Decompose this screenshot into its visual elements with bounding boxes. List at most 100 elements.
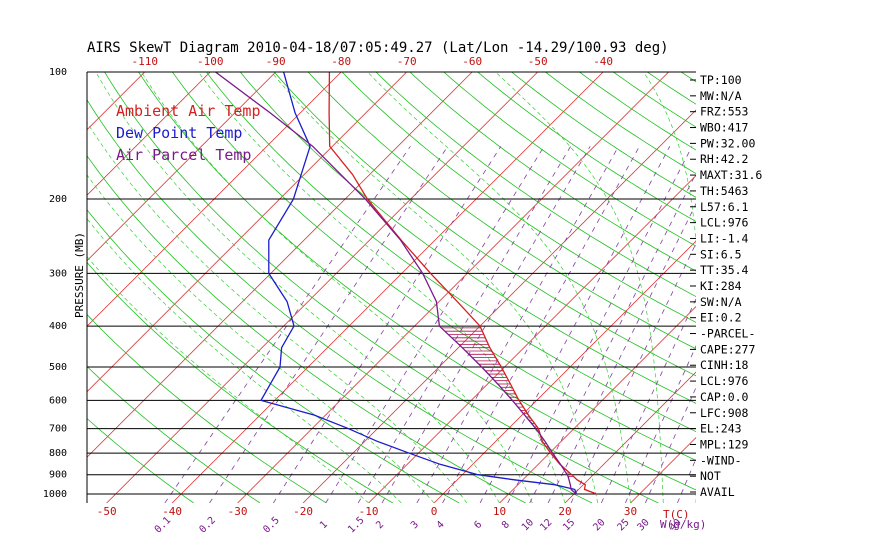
isotherm-line bbox=[87, 72, 342, 327]
moist-adiabat-line bbox=[95, 72, 500, 503]
legend-entry: Dew Point Temp bbox=[116, 124, 242, 142]
dry-adiabat-line bbox=[409, 72, 696, 272]
dry-adiabat-line bbox=[647, 72, 696, 105]
dry-adiabat-line bbox=[307, 72, 696, 350]
isotherm-line bbox=[106, 72, 538, 503]
mixing-ratio-line bbox=[381, 146, 591, 503]
moist-adiabat-line bbox=[87, 218, 402, 503]
legend-entry: Ambient Air Temp bbox=[116, 102, 261, 120]
top-temp-tick-label: -90 bbox=[266, 55, 286, 68]
mixing-ratio-line bbox=[442, 146, 640, 503]
sounding-index-label: FRZ:553 bbox=[700, 105, 749, 119]
isotherm-line bbox=[237, 72, 669, 503]
top-temp-tick-label: -80 bbox=[331, 55, 351, 68]
mixing-ratio-line bbox=[273, 146, 502, 503]
moist-adiabat-line bbox=[198, 72, 566, 503]
mixing-ratio-label: 1.5 bbox=[346, 515, 367, 536]
mixing-ratio-label: 0.5 bbox=[261, 515, 282, 536]
mixing-ratio-label: 0.1 bbox=[153, 515, 174, 536]
moist-adiabat-line bbox=[271, 72, 599, 503]
isotherm-line bbox=[0, 72, 14, 503]
sounding-index-label: LFC:908 bbox=[700, 406, 749, 420]
moist-adiabat-line bbox=[367, 72, 631, 503]
mixing-ratio-label: 1 bbox=[318, 519, 330, 531]
dry-adiabat-line bbox=[273, 72, 696, 377]
sounding-index-label: SI:6.5 bbox=[700, 247, 742, 261]
isotherm-line bbox=[761, 72, 870, 503]
mixing-ratio-label: 20 bbox=[591, 517, 607, 533]
dry-adiabat-line bbox=[341, 72, 696, 323]
mixing-ratio-line bbox=[547, 202, 696, 503]
moist-adiabat-line bbox=[87, 174, 435, 503]
mixing-ratio-line bbox=[325, 146, 545, 503]
isotherm-line bbox=[0, 72, 79, 503]
top-temp-tick-label: -50 bbox=[528, 55, 548, 68]
mixing-ratio-line bbox=[529, 172, 696, 503]
profile-line bbox=[260, 72, 578, 495]
sounding-index-label: SW:N/A bbox=[700, 295, 742, 309]
top-temp-tick-label: -100 bbox=[197, 55, 224, 68]
mixing-ratio-label: 12 bbox=[538, 517, 554, 533]
mixing-ratio-label: 0.2 bbox=[197, 515, 218, 536]
sounding-index-label: NOT bbox=[700, 469, 721, 483]
y-axis-label: PRESSURE (MB) bbox=[73, 232, 86, 318]
sounding-index-label: TH:5463 bbox=[700, 184, 749, 198]
bottom-temp-tick-label: -20 bbox=[293, 505, 313, 518]
bottom-temp-tick-label: 0 bbox=[431, 505, 438, 518]
sounding-index-label: RH:42.2 bbox=[700, 152, 748, 166]
dry-adiabat-line bbox=[545, 72, 696, 175]
sounding-index-label: EL:243 bbox=[700, 422, 742, 436]
legend-entry: Air Parcel Temp bbox=[116, 146, 251, 164]
sounding-index-label: PW:32.00 bbox=[700, 136, 755, 150]
mixing-ratio-label: 2 bbox=[374, 519, 386, 531]
bottom-temp-tick-label: -50 bbox=[97, 505, 117, 518]
sounding-index-label: KI:284 bbox=[700, 279, 742, 293]
pressure-tick-label: 600 bbox=[49, 395, 67, 406]
pressure-tick-label: 900 bbox=[49, 470, 67, 481]
pressure-tick-label: 300 bbox=[49, 268, 67, 279]
mixing-ratio-line bbox=[507, 146, 693, 503]
x-mixing-unit-label: W(g/kg) bbox=[660, 518, 706, 531]
dry-adiabat-line bbox=[239, 72, 696, 404]
dry-adiabat-line bbox=[104, 72, 659, 503]
pressure-tick-label: 1000 bbox=[43, 489, 67, 500]
pressure-tick-label: 800 bbox=[49, 448, 67, 459]
dry-adiabat-line bbox=[375, 72, 696, 298]
moist-adiabat-line bbox=[87, 256, 369, 503]
sounding-index-label: -PARCEL- bbox=[700, 327, 755, 341]
mixing-ratio-label: 10 bbox=[520, 517, 536, 533]
dry-adiabat-line bbox=[579, 72, 696, 151]
isotherm-line bbox=[87, 72, 407, 393]
isotherm-line bbox=[171, 72, 604, 503]
mixing-ratio-line bbox=[209, 146, 449, 503]
dry-adiabat-line bbox=[138, 72, 696, 491]
mixing-ratio-line bbox=[644, 386, 696, 503]
pressure-tick-label: 700 bbox=[49, 424, 67, 435]
dry-adiabat-line bbox=[87, 209, 460, 503]
sounding-index-label: CAP:0.0 bbox=[700, 390, 749, 404]
mixing-ratio-label: 25 bbox=[615, 517, 631, 533]
sounding-index-label: WBO:417 bbox=[700, 121, 749, 135]
bottom-temp-tick-label: 30 bbox=[624, 505, 637, 518]
sounding-index-label: LCL:976 bbox=[700, 216, 749, 230]
dry-adiabat-line bbox=[87, 365, 261, 503]
isotherm-line bbox=[87, 72, 473, 458]
dry-adiabat-line bbox=[443, 72, 696, 247]
mixing-ratio-label: 3 bbox=[409, 519, 421, 531]
sounding-index-label: CAPE:277 bbox=[700, 342, 755, 356]
bottom-temp-tick-label: -30 bbox=[228, 505, 248, 518]
isotherm-line bbox=[564, 371, 696, 503]
sounding-index-label: MPL:129 bbox=[700, 437, 749, 451]
mixing-ratio-line bbox=[416, 146, 619, 503]
pressure-tick-label: 100 bbox=[49, 67, 67, 78]
sounding-index-label: LCL:976 bbox=[700, 374, 749, 388]
mixing-ratio-label: 6 bbox=[472, 519, 484, 531]
chart-title: AIRS SkewT Diagram 2010-04-18/07:05:49.2… bbox=[87, 40, 669, 56]
dry-adiabat-line bbox=[511, 72, 696, 198]
sounding-index-label: -WIND- bbox=[700, 453, 742, 467]
bottom-temp-tick-label: 10 bbox=[493, 505, 506, 518]
sounding-index-label: MAXT:31.6 bbox=[700, 168, 762, 182]
mixing-ratio-label: 15 bbox=[561, 517, 577, 533]
mixing-ratio-label: 30 bbox=[635, 517, 651, 533]
